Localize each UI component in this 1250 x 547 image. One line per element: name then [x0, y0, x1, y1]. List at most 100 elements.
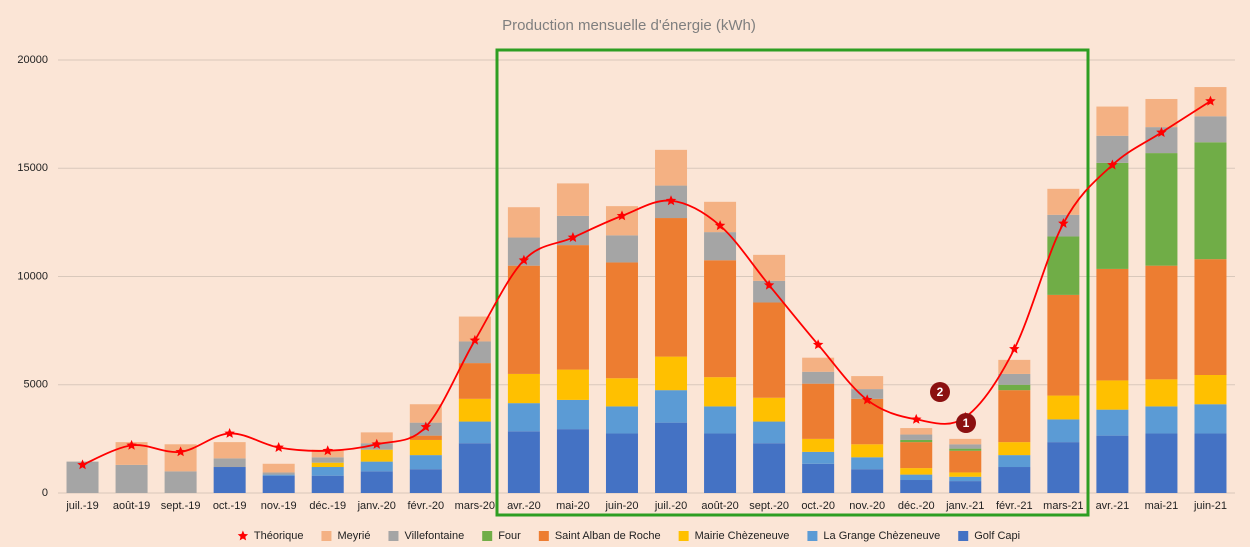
- bar-segment: [998, 442, 1031, 456]
- x-tick-label: févr.-21: [996, 500, 1033, 512]
- line-marker: [567, 232, 579, 242]
- bar-segment: [998, 384, 1031, 391]
- bar-segment: [1047, 442, 1080, 493]
- line-marker: [1107, 159, 1118, 170]
- bar-segment: [360, 449, 393, 462]
- annotation-label: 2: [937, 385, 944, 399]
- line-marker: [1058, 218, 1069, 228]
- bar-segment: [605, 262, 638, 379]
- legend-label: La Grange Chèzeneuve: [823, 530, 940, 542]
- y-tick-label: 5000: [24, 379, 48, 391]
- bar-segment: [753, 421, 786, 444]
- x-tick-label: juil.-20: [654, 500, 687, 512]
- bar-segment: [949, 444, 982, 449]
- bar-segment: [1047, 236, 1080, 295]
- x-tick-label: févr.-20: [407, 500, 444, 512]
- legend-label: Meyrié: [337, 530, 370, 542]
- bar-segment: [507, 403, 540, 432]
- bar-segment: [1096, 135, 1129, 163]
- x-tick-label: juin-20: [604, 500, 638, 512]
- bar-segment: [998, 467, 1031, 493]
- bar-segment: [409, 439, 442, 456]
- bar-segment: [605, 406, 638, 434]
- bar-segment: [1047, 188, 1080, 215]
- x-tick-label: juin-21: [1193, 500, 1227, 512]
- bar-segment: [1096, 409, 1129, 436]
- x-tick-label: août-20: [701, 500, 738, 512]
- bar-segment: [1194, 259, 1227, 376]
- bar-segment: [655, 390, 688, 423]
- bar-segment: [998, 455, 1031, 468]
- legend-label: Théorique: [254, 530, 304, 542]
- x-tick-label: nov.-19: [261, 500, 297, 512]
- bars: [66, 87, 1227, 493]
- x-tick-label: sept.-20: [749, 500, 789, 512]
- bar-segment: [900, 428, 933, 435]
- bar-segment: [311, 467, 344, 476]
- bar-segment: [753, 397, 786, 422]
- bar-segment: [655, 356, 688, 391]
- bar-segment: [802, 438, 835, 452]
- bar-segment: [1047, 419, 1080, 443]
- bar-segment: [1145, 98, 1178, 128]
- bar-segment: [556, 245, 589, 370]
- bar-segment: [507, 373, 540, 404]
- annotations: 12: [930, 382, 976, 433]
- y-tick-label: 15000: [17, 162, 48, 174]
- bar-segment: [115, 464, 148, 493]
- bar-segment: [851, 444, 884, 458]
- bar-segment: [360, 432, 393, 444]
- chart-title: Production mensuelle d'énergie (kWh): [502, 17, 756, 34]
- bar-segment: [704, 260, 737, 378]
- bar-segment: [851, 389, 884, 399]
- bar-segment: [753, 302, 786, 398]
- bar-segment: [360, 461, 393, 472]
- line-marker: [322, 445, 333, 456]
- x-tick-label: oct.-20: [801, 500, 835, 512]
- bar-segment: [458, 341, 491, 364]
- bar-segment: [998, 390, 1031, 443]
- line-marker: [371, 438, 382, 449]
- bar-segment: [949, 438, 982, 445]
- bar-segment: [753, 280, 786, 303]
- bar-segment: [851, 469, 884, 493]
- line-marker: [862, 394, 873, 405]
- bar-segment: [311, 475, 344, 493]
- bar-segment: [851, 376, 884, 390]
- legend-symbol: [237, 530, 249, 541]
- x-tick-label: sept.-19: [161, 500, 201, 512]
- line-marker: [763, 279, 775, 290]
- bar-segment: [1096, 106, 1129, 136]
- bar-segment: [311, 457, 344, 463]
- bar-segment: [704, 406, 737, 434]
- annotation-marker: [930, 382, 950, 402]
- bar-segment: [1047, 294, 1080, 396]
- x-tick-label: mars-21: [1043, 500, 1083, 512]
- line-marker: [469, 334, 481, 345]
- legend: Théorique Meyrié Villefontaine Four Saint Al…: [237, 530, 1020, 542]
- bar-segment: [556, 399, 589, 430]
- x-tick-label: oct.-19: [213, 500, 247, 512]
- bar-segment: [213, 458, 246, 468]
- line-marker: [175, 446, 186, 457]
- line-marker: [1156, 127, 1167, 137]
- y-tick-label: 20000: [17, 54, 48, 66]
- bar-segment: [556, 429, 589, 493]
- line-marker: [1205, 95, 1216, 106]
- bar-segment: [507, 265, 540, 374]
- annotation-marker: [956, 413, 976, 433]
- legend-symbol: [807, 531, 818, 541]
- bar-segment: [556, 215, 589, 246]
- bar-segment: [1145, 433, 1178, 493]
- bar-segment: [1145, 379, 1178, 407]
- line-marker: [77, 459, 88, 470]
- bar-segment: [851, 398, 884, 445]
- bar-segment: [949, 450, 982, 473]
- bar-segment: [605, 433, 638, 493]
- bar-segment: [949, 476, 982, 482]
- bar-segment: [1194, 433, 1227, 493]
- x-tick-label: mai-21: [1145, 500, 1179, 512]
- bar-segment: [458, 398, 491, 422]
- x-tick-label: mars-20: [455, 500, 495, 512]
- bar-segment: [900, 480, 933, 493]
